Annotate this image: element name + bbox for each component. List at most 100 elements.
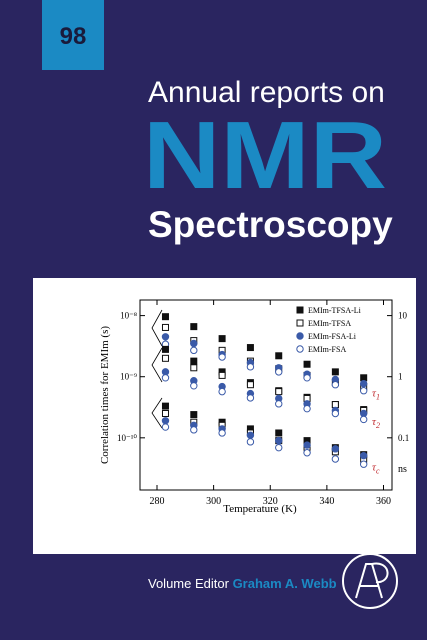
marker (246, 344, 254, 352)
chart: Temperature (K) Correlation times for EM… (99, 299, 409, 515)
x-tick-label: 280 (149, 496, 164, 507)
marker (275, 388, 283, 396)
bracket (151, 309, 163, 347)
marker (190, 323, 198, 331)
x-tick-label: 320 (263, 496, 278, 507)
marker (190, 339, 198, 348)
group-subscript: 2 (376, 421, 380, 430)
marker (161, 423, 170, 431)
marker (190, 426, 198, 434)
y-tick-label: 10⁻⁹ (120, 372, 137, 382)
plot-frame (139, 299, 393, 491)
marker (303, 449, 311, 457)
marker (246, 363, 255, 371)
marker (246, 431, 255, 439)
marker (275, 400, 283, 408)
x-tick-label: 360 (376, 496, 391, 507)
group-symbol: τ (372, 461, 377, 473)
y2-tick-label: 10 (398, 311, 408, 321)
marker (331, 381, 340, 389)
marker (303, 404, 311, 413)
marker (303, 374, 311, 382)
marker (218, 387, 226, 396)
volume-number: 98 (60, 23, 87, 50)
marker (190, 357, 198, 365)
publisher-logo (342, 553, 398, 609)
editor-line: Volume Editor Graham A. Webb (148, 576, 337, 591)
legend-label: EMIm-FSA-Li (308, 332, 357, 341)
group-subscript: c (376, 466, 380, 475)
marker (275, 368, 283, 376)
figure-panel (33, 278, 416, 554)
marker (331, 455, 340, 463)
marker (296, 319, 304, 327)
marker (359, 415, 368, 424)
marker (275, 429, 283, 437)
y2-axis-label: ns (398, 464, 407, 475)
logo-ring (342, 553, 398, 609)
group-label: τc (372, 461, 380, 475)
x-axis-label: Temperature (K) (223, 503, 297, 515)
marker (190, 411, 198, 419)
legend-label: EMIm-TFSA (308, 319, 351, 328)
editor-label: Volume Editor (148, 576, 230, 591)
group-subscript: 1 (376, 393, 380, 402)
marker (161, 417, 170, 425)
marker (331, 401, 339, 409)
marker (360, 374, 368, 382)
marker (331, 368, 339, 376)
group-label: τ2 (372, 416, 380, 430)
marker (275, 443, 283, 452)
marker (161, 313, 169, 321)
marker (161, 410, 169, 418)
marker (218, 335, 226, 343)
logo-glyph (355, 562, 389, 599)
series-title: Annual reports on (148, 76, 385, 109)
marker (331, 445, 340, 453)
y2-tick-label: 1 (398, 372, 403, 382)
marker (275, 436, 283, 445)
marker (275, 352, 283, 360)
marker (303, 441, 311, 449)
x-tick-label: 340 (319, 496, 334, 507)
marker (161, 374, 170, 382)
marker (246, 381, 254, 389)
marker (296, 306, 304, 314)
marker (359, 379, 368, 388)
marker (359, 451, 368, 460)
marker (359, 387, 368, 395)
marker (296, 332, 304, 340)
x-tick-label: 300 (206, 496, 221, 507)
marker (303, 360, 311, 368)
marker (190, 382, 198, 390)
bracket (151, 347, 163, 383)
marker (161, 345, 169, 353)
marker (161, 333, 170, 341)
subtitle: Spectroscopy (148, 204, 393, 245)
marker (218, 353, 226, 361)
y-tick-label: 10⁻¹⁰ (117, 433, 137, 443)
editor-name: Graham A. Webb (233, 576, 337, 591)
group-symbol: τ (372, 388, 377, 400)
marker (161, 402, 169, 410)
y-tick-label: 10⁻⁸ (120, 311, 137, 321)
marker (218, 429, 226, 437)
marker (331, 409, 340, 418)
group-label: τ1 (372, 388, 380, 402)
marker (161, 354, 169, 362)
group-symbol: τ (372, 416, 377, 428)
bracket (151, 397, 163, 429)
main-title: NMR (143, 102, 387, 209)
legend-label: EMIm-TFSA-Li (308, 306, 362, 315)
legend-label: EMIm-FSA (308, 345, 346, 354)
marker (359, 460, 368, 468)
marker (161, 323, 169, 331)
marker (296, 345, 304, 353)
volume-box (42, 0, 104, 70)
y2-tick-label: 0.1 (398, 433, 409, 443)
y-axis-label: Correlation times for EMIm (s) (99, 326, 111, 464)
marker (218, 371, 226, 379)
marker (246, 394, 255, 402)
